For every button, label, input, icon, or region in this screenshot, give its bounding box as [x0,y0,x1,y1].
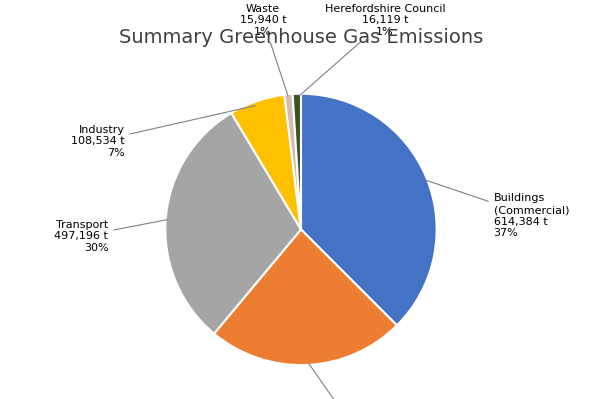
Text: Herefordshire Council
16,119 t
1%: Herefordshire Council 16,119 t 1% [299,4,445,96]
Text: Industry
108,534 t
7%: Industry 108,534 t 7% [71,106,255,158]
Wedge shape [231,95,301,229]
Text: Buildings
(Commercial)
614,384 t
37%: Buildings (Commercial) 614,384 t 37% [425,180,569,238]
Text: Summary Greenhouse Gas Emissions: Summary Greenhouse Gas Emissions [119,28,483,47]
Text: Transport
497,196 t
30%: Transport 497,196 t 30% [55,219,167,253]
Wedge shape [293,94,301,229]
Wedge shape [214,229,397,365]
Text: Waste
15,940 t
1%: Waste 15,940 t 1% [240,4,288,96]
Wedge shape [166,113,301,334]
Wedge shape [284,94,301,229]
Wedge shape [301,94,436,325]
Text: Buildings (Domestic)
385,983 t
24%: Buildings (Domestic) 385,983 t 24% [308,363,427,399]
